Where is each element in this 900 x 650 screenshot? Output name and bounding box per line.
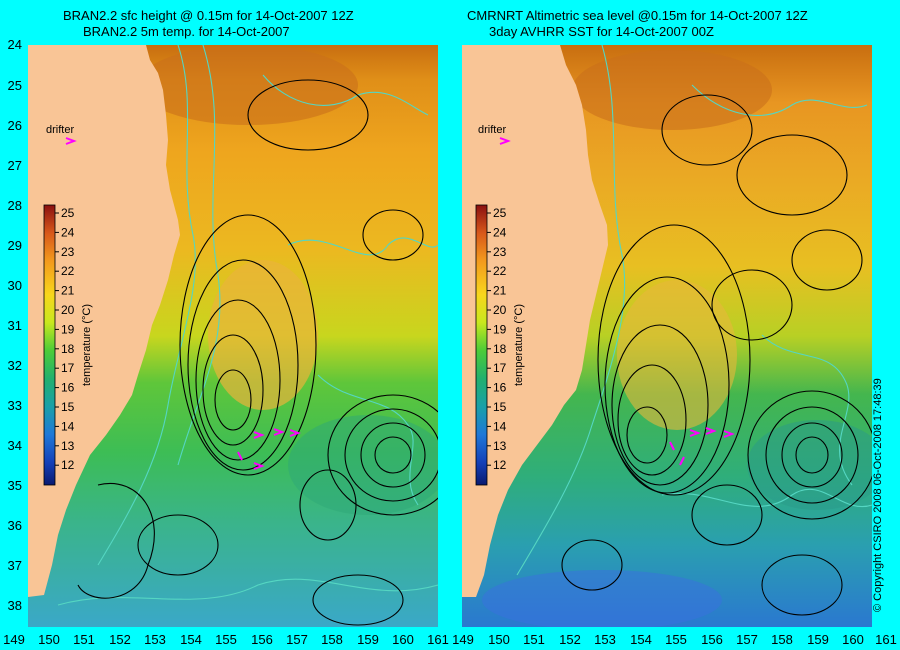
x-tick: 151 xyxy=(73,632,95,647)
x-tick: 158 xyxy=(321,632,343,647)
x-tick: 152 xyxy=(109,632,131,647)
y-tick: 32 xyxy=(7,358,22,373)
height-contours xyxy=(77,79,438,626)
colorbar-tick-label: 23 xyxy=(61,245,75,259)
x-tick: 156 xyxy=(701,632,723,647)
left-map-panel: drifter 25 24 23 22 21 20 19 18 17 16 15 14 13 12 tem… xyxy=(28,45,438,627)
x-tick: 150 xyxy=(488,632,510,647)
x-tick: 159 xyxy=(357,632,379,647)
x-tick: 157 xyxy=(286,632,308,647)
colorbar-tick-label: 20 xyxy=(493,303,507,317)
x-tick: 161 xyxy=(427,632,449,647)
colorbar-tick-label: 13 xyxy=(493,439,507,453)
colorbar-tick-label: 16 xyxy=(493,381,507,395)
y-tick: 34 xyxy=(7,438,22,453)
land-australia xyxy=(28,45,180,597)
y-tick: 28 xyxy=(7,198,22,213)
colorbar-tick-label: 15 xyxy=(493,400,507,414)
sst-contours xyxy=(516,45,872,576)
colorbar-label: temperature (°C) xyxy=(81,304,93,386)
x-tick: 160 xyxy=(392,632,414,647)
colorbar-tick-label: 24 xyxy=(493,225,507,239)
right-map-svg: drifter 25 24 23 22 21 20 19 18 17 16 15 14 13 12 tem… xyxy=(462,45,872,627)
x-tick: 149 xyxy=(3,632,25,647)
colorbar-tick-label: 25 xyxy=(61,206,75,220)
colorbar-tick-label: 13 xyxy=(61,439,75,453)
drifter-tracks xyxy=(65,137,301,470)
x-tick: 154 xyxy=(180,632,202,647)
blue-south-patch xyxy=(482,570,722,627)
x-tick: 158 xyxy=(771,632,793,647)
x-tick: 152 xyxy=(559,632,581,647)
x-tick: 155 xyxy=(215,632,237,647)
y-tick: 29 xyxy=(7,238,22,253)
x-tick: 160 xyxy=(842,632,864,647)
y-tick: 37 xyxy=(7,558,22,573)
colorbar-tick-label: 21 xyxy=(493,284,507,298)
height-contours xyxy=(561,94,872,616)
colorbar-tick-label: 25 xyxy=(493,206,507,220)
right-title-line2: 3day AVHRR SST for 14-Oct-2007 00Z xyxy=(489,24,714,39)
y-tick: 25 xyxy=(7,78,22,93)
left-title-line2: BRAN2.2 5m temp. for 14-Oct-2007 xyxy=(83,24,290,39)
warm-core-eddy xyxy=(208,260,318,410)
colorbar: 25 24 23 22 21 20 19 18 17 16 15 14 13 12 temperature… xyxy=(43,204,93,486)
drifter-label: drifter xyxy=(46,124,74,136)
x-tick: 161 xyxy=(875,632,897,647)
right-map-panel: drifter 25 24 23 22 21 20 19 18 17 16 15 14 13 12 tem… xyxy=(462,45,872,627)
warm-north-patch xyxy=(138,45,358,125)
y-tick: 26 xyxy=(7,118,22,133)
colorbar-tick-label: 18 xyxy=(493,342,507,356)
right-title-line1: CMRNRT Altimetric sea level @0.15m for 1… xyxy=(467,8,808,23)
x-tick: 155 xyxy=(665,632,687,647)
x-tick: 154 xyxy=(630,632,652,647)
y-tick: 33 xyxy=(7,398,22,413)
warm-north-patch xyxy=(572,50,772,130)
colorbar-tick-label: 19 xyxy=(61,322,75,336)
y-tick: 38 xyxy=(7,598,22,613)
colorbar-tick-label: 20 xyxy=(61,303,75,317)
colorbar-tick-label: 19 xyxy=(493,322,507,336)
colorbar-tick-label: 12 xyxy=(493,458,507,472)
y-tick: 27 xyxy=(7,158,22,173)
x-tick: 150 xyxy=(38,632,60,647)
drifter-tracks xyxy=(499,137,735,466)
x-tick: 151 xyxy=(523,632,545,647)
colorbar-tick-label: 24 xyxy=(61,225,75,239)
colorbar-tick-label: 15 xyxy=(61,400,75,414)
colorbar-tick-label: 16 xyxy=(61,381,75,395)
x-tick: 153 xyxy=(144,632,166,647)
colorbar-tick-label: 17 xyxy=(61,361,75,375)
x-tick: 159 xyxy=(807,632,829,647)
y-tick: 35 xyxy=(7,478,22,493)
y-tick: 31 xyxy=(7,318,22,333)
warm-core-eddy xyxy=(617,280,737,430)
colorbar-tick-label: 12 xyxy=(61,458,75,472)
x-tick: 157 xyxy=(736,632,758,647)
colorbar-tick-label: 17 xyxy=(493,361,507,375)
colorbar-tick-label: 18 xyxy=(61,342,75,356)
y-tick: 24 xyxy=(7,37,22,52)
colorbar-tick-label: 22 xyxy=(61,264,75,278)
colorbar-tick-label: 21 xyxy=(61,284,75,298)
left-title-line1: BRAN2.2 sfc height @ 0.15m for 14-Oct-20… xyxy=(63,8,354,23)
x-tick: 156 xyxy=(251,632,273,647)
x-tick: 149 xyxy=(452,632,474,647)
copyright-notice: © Copyright CSIRO 2008 06-Oct-2008 17:48… xyxy=(872,378,884,612)
colorbar-tick-label: 23 xyxy=(493,245,507,259)
x-tick: 153 xyxy=(594,632,616,647)
colorbar-tick-label: 22 xyxy=(493,264,507,278)
colorbar-label: temperature (°C) xyxy=(513,304,525,386)
y-tick: 36 xyxy=(7,518,22,533)
colorbar: 25 24 23 22 21 20 19 18 17 16 15 14 13 12 temperature… xyxy=(475,204,525,486)
drifter-label: drifter xyxy=(478,124,506,136)
left-map-svg: drifter 25 24 23 22 21 20 19 18 17 16 15 14 13 12 tem… xyxy=(28,45,438,627)
colorbar-tick-label: 14 xyxy=(61,419,75,433)
sst-contours xyxy=(57,45,438,606)
land-australia xyxy=(462,45,608,597)
colorbar-tick-label: 14 xyxy=(493,419,507,433)
y-tick: 30 xyxy=(7,278,22,293)
